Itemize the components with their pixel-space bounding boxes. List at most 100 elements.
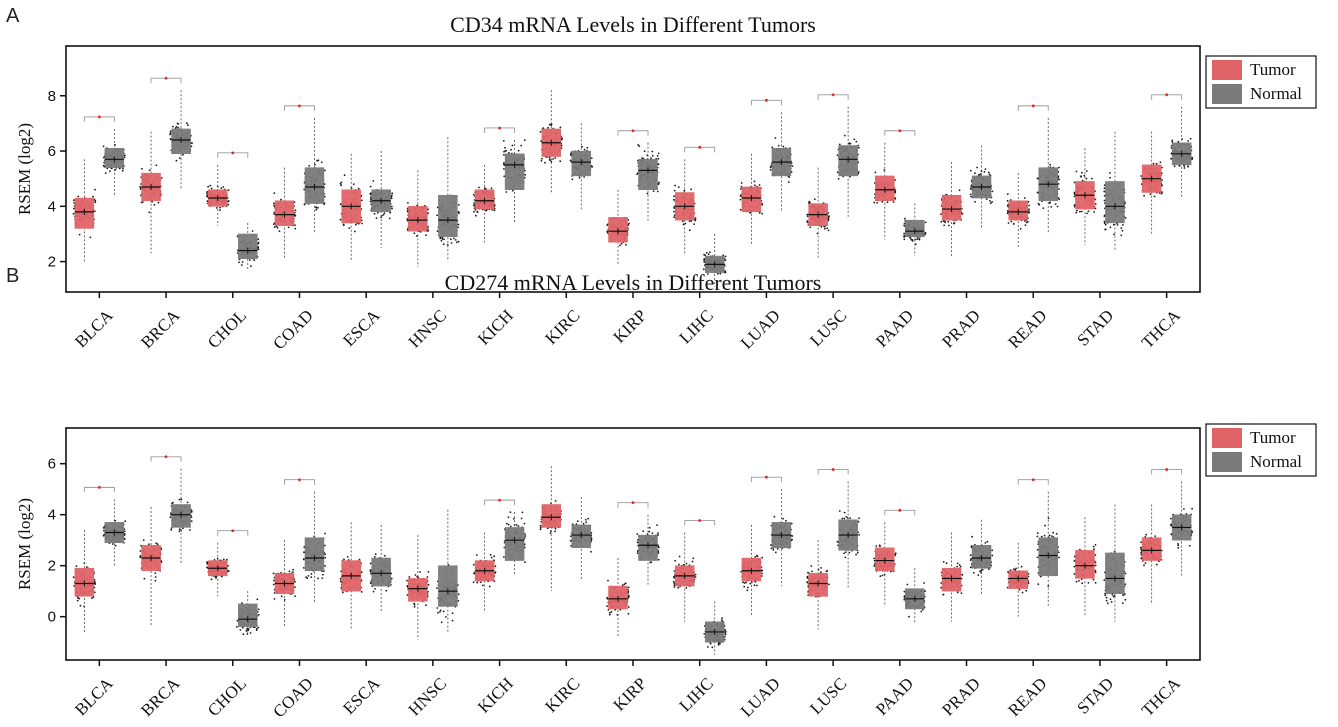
data-point — [646, 192, 649, 195]
data-point — [154, 576, 157, 578]
data-point — [560, 144, 563, 147]
data-point — [855, 140, 858, 143]
data-point — [806, 220, 809, 222]
data-point — [178, 530, 181, 533]
data-point — [554, 530, 556, 533]
data-point — [978, 173, 980, 176]
data-point — [360, 219, 363, 222]
data-point — [552, 158, 554, 160]
data-point — [139, 556, 142, 559]
data-point — [857, 171, 860, 174]
data-point — [238, 261, 240, 264]
data-point — [883, 169, 886, 171]
data-point — [273, 213, 275, 215]
data-point — [674, 184, 676, 187]
data-point — [210, 187, 213, 190]
data-point — [544, 161, 546, 164]
box-tumor-esca — [339, 522, 363, 630]
data-point — [985, 198, 988, 201]
box-normal-kich — [502, 139, 527, 223]
data-point — [549, 532, 552, 535]
data-point — [636, 533, 639, 535]
x-tick-label: BRCA — [137, 673, 184, 720]
data-point — [717, 272, 719, 275]
data-point — [123, 156, 126, 159]
data-point — [294, 227, 297, 230]
box-tumor-prad — [940, 162, 964, 257]
data-point — [89, 236, 92, 239]
data-point — [586, 146, 589, 149]
significance-bracket-coad — [284, 478, 315, 485]
data-point — [488, 585, 491, 588]
data-point — [524, 169, 526, 172]
data-point — [206, 200, 209, 203]
data-point — [339, 182, 342, 185]
chart-title: CD34 mRNA Levels in Different Tumors — [450, 12, 816, 37]
box-tumor-kirc — [539, 466, 562, 592]
significance-marker — [1165, 93, 1169, 97]
chart-title: CD274 mRNA Levels in Different Tumors — [445, 270, 822, 295]
y-axis-label: RSEM (log2) — [15, 498, 34, 590]
data-point — [157, 201, 160, 204]
data-point — [242, 633, 245, 636]
box-tumor-hnsc — [406, 170, 430, 268]
legend-label-normal: Normal — [1250, 84, 1302, 103]
x-tick-label: HNSC — [405, 306, 451, 352]
significance-bracket-blca — [83, 115, 115, 122]
data-point — [502, 140, 505, 142]
data-point — [673, 189, 676, 192]
data-point — [191, 142, 193, 145]
data-point — [391, 194, 393, 197]
significance-bracket-kich — [484, 498, 516, 506]
data-point — [694, 217, 697, 220]
data-point — [608, 611, 611, 614]
data-point — [324, 556, 327, 559]
significance-bracket-blca — [83, 485, 115, 493]
chart-panel-a: A CD34 mRNA Levels in Different TumorsRSE… — [6, 5, 1317, 353]
box-tumor-read — [1006, 173, 1030, 248]
data-point — [806, 215, 809, 218]
box-normal-kirc — [569, 123, 594, 210]
data-point — [92, 195, 94, 198]
data-point — [724, 255, 727, 258]
data-point — [493, 555, 496, 558]
data-point — [178, 528, 181, 531]
data-point — [206, 191, 209, 193]
data-point — [940, 213, 942, 216]
data-point — [480, 581, 482, 584]
data-point — [740, 188, 742, 190]
significance-bracket-brca — [150, 455, 182, 462]
significance-marker — [164, 455, 168, 459]
data-point — [657, 157, 660, 160]
y-tick-label: 8 — [48, 88, 56, 105]
data-point — [425, 234, 427, 237]
data-point — [673, 216, 676, 219]
data-point — [324, 553, 326, 556]
data-point — [873, 201, 876, 204]
data-point — [292, 571, 294, 573]
data-point — [1120, 234, 1123, 237]
significance-bracket-lihc — [684, 145, 716, 153]
data-point — [619, 244, 621, 247]
data-point — [677, 186, 680, 189]
data-point — [1091, 177, 1093, 180]
data-point — [892, 201, 895, 203]
data-point — [315, 206, 318, 209]
data-point — [358, 558, 361, 561]
box-tumor-paad — [873, 142, 897, 240]
data-point — [754, 184, 756, 187]
x-tick-label: ESCA — [339, 673, 384, 718]
data-point — [457, 240, 460, 243]
data-point — [848, 142, 851, 145]
data-point — [1058, 178, 1061, 181]
data-point — [148, 169, 151, 172]
data-point — [585, 521, 588, 524]
data-point — [657, 183, 660, 186]
data-point — [314, 163, 316, 166]
data-point — [636, 541, 639, 544]
data-point — [1036, 177, 1039, 180]
data-point — [637, 144, 640, 146]
data-point — [257, 238, 260, 241]
x-tick-label: KICH — [474, 306, 517, 349]
data-point — [413, 232, 416, 235]
